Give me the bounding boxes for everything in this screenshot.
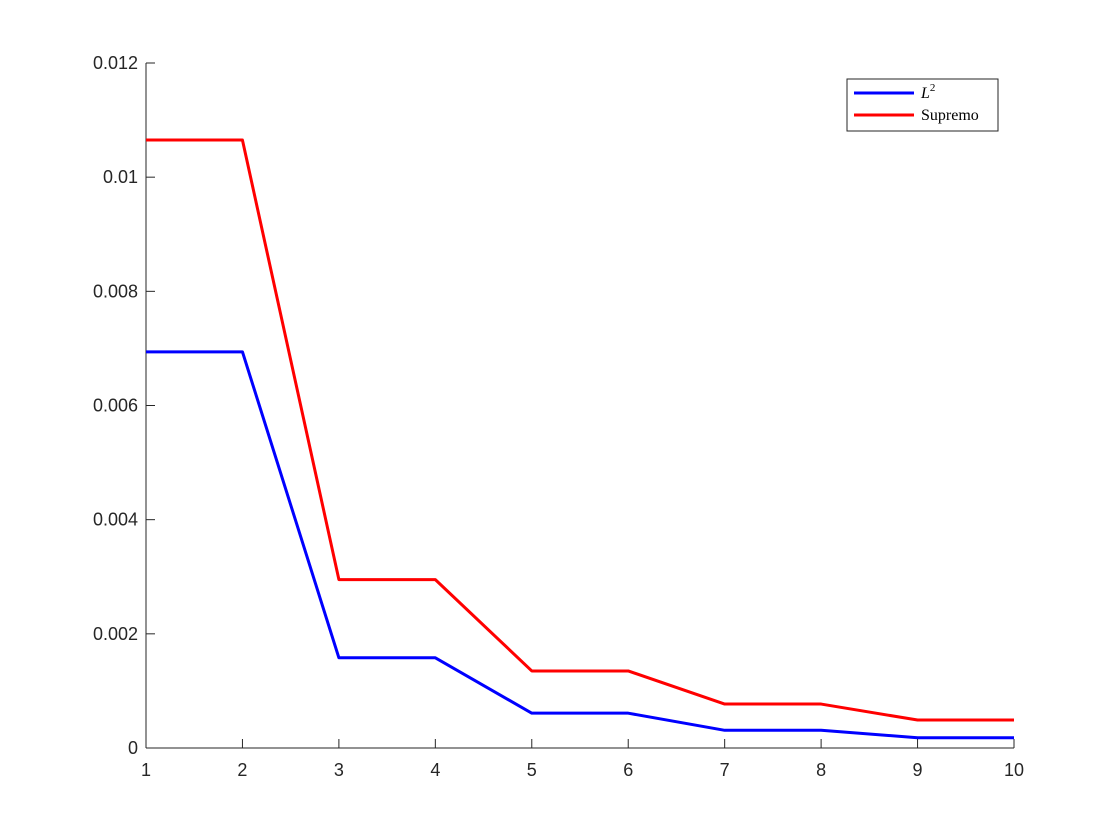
x-tick-label: 3 bbox=[334, 760, 344, 780]
y-tick-label: 0.008 bbox=[93, 281, 138, 301]
legend-label-text: Supremo bbox=[921, 107, 979, 124]
y-tick-label: 0.004 bbox=[93, 510, 138, 530]
legend-label: Supremo bbox=[921, 107, 979, 124]
y-tick-label: 0.012 bbox=[93, 53, 138, 73]
x-tick-label: 4 bbox=[430, 760, 440, 780]
x-tick-label: 1 bbox=[141, 760, 151, 780]
y-tick-label: 0 bbox=[128, 738, 138, 758]
x-tick-label: 8 bbox=[816, 760, 826, 780]
legend-label-text: L bbox=[920, 85, 930, 102]
x-tick-label: 9 bbox=[913, 760, 923, 780]
legend-label-superscript: 2 bbox=[930, 82, 936, 94]
x-tick-label: 7 bbox=[720, 760, 730, 780]
legend-box bbox=[846, 78, 999, 132]
y-axis: 0 0.002 0.004 0.006 0.008 0.01 0.012 bbox=[93, 53, 155, 758]
legend: L2 Supremo bbox=[846, 78, 999, 132]
x-tick-label: 6 bbox=[623, 760, 633, 780]
series-line-supremo bbox=[146, 138, 1014, 722]
legend-label: L2 bbox=[920, 82, 935, 102]
x-tick-label: 10 bbox=[1004, 760, 1024, 780]
x-tick-label: 2 bbox=[237, 760, 247, 780]
y-tick-label: 0.01 bbox=[103, 167, 138, 187]
plot-series bbox=[146, 138, 1014, 740]
x-tick-label: 5 bbox=[527, 760, 537, 780]
series-line-l2 bbox=[146, 350, 1014, 740]
x-axis: 1 2 3 4 5 6 7 8 9 10 bbox=[141, 739, 1024, 780]
y-tick-label: 0.006 bbox=[93, 396, 138, 416]
y-tick-label: 0.002 bbox=[93, 624, 138, 644]
